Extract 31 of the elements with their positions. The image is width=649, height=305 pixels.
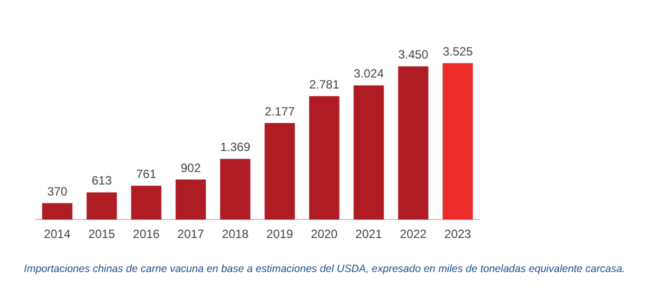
x-tick-label: 2019 <box>266 227 294 242</box>
data-label: 761 <box>136 167 157 182</box>
bar <box>220 158 250 220</box>
x-tick-label: 2015 <box>88 227 116 242</box>
data-label: 2.781 <box>309 77 340 92</box>
data-label: 3.525 <box>442 44 474 58</box>
bar <box>442 63 473 220</box>
data-label: 3.450 <box>398 48 429 62</box>
bar <box>176 180 206 220</box>
x-tick-label: 2017 <box>177 227 204 242</box>
data-label: 613 <box>92 174 112 188</box>
x-tick-label: 2014 <box>44 227 71 242</box>
x-tick-label: 2021 <box>355 227 382 242</box>
bar <box>42 203 72 220</box>
data-label: 3.024 <box>354 66 384 81</box>
bar <box>86 192 117 220</box>
data-label: 902 <box>180 160 202 175</box>
data-label: 2.177 <box>264 104 296 118</box>
bar <box>264 122 295 220</box>
x-tick-label: 2016 <box>132 227 160 242</box>
x-tick-label: 2018 <box>222 227 249 242</box>
bar <box>354 85 384 220</box>
bar <box>398 66 428 220</box>
data-label: 370 <box>47 184 68 198</box>
x-tick-label: 2020 <box>310 227 338 242</box>
bar <box>309 96 340 220</box>
bar <box>131 186 162 220</box>
x-tick-label: 2023 <box>444 227 472 242</box>
x-tick-label: 2022 <box>400 227 427 242</box>
text: Importaciones chinas de carne vacuna en base a estimaciones del USDA, expresado en miles de toneladas equivalente carcasa. <box>22 263 626 275</box>
data-label: 1.369 <box>220 140 251 154</box>
